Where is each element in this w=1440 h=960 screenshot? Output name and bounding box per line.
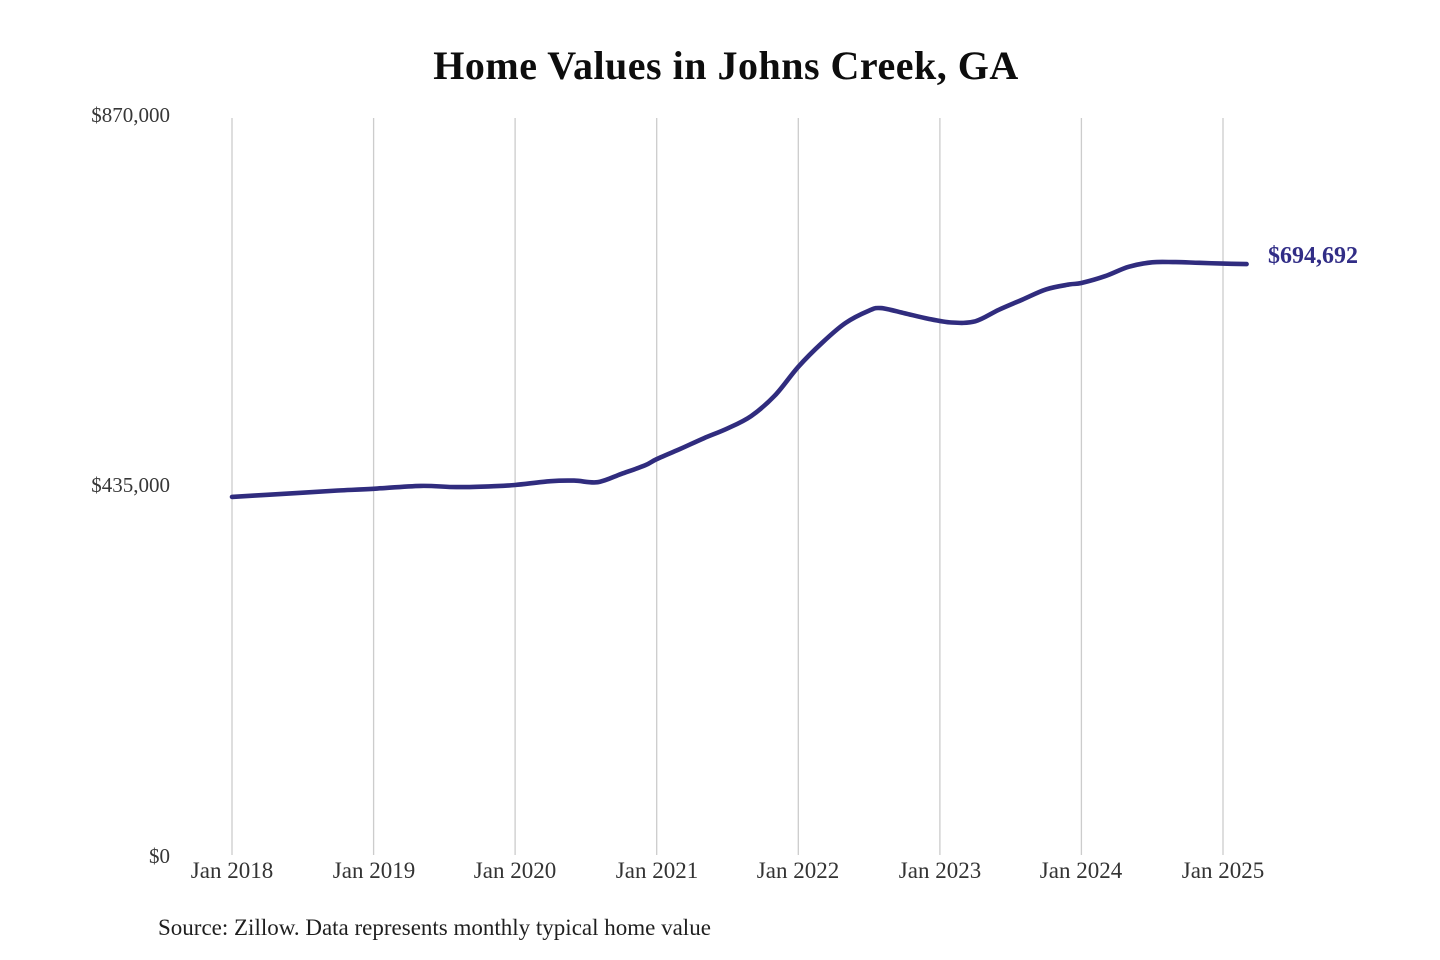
x-tick-label: Jan 2023 xyxy=(898,858,982,883)
x-tick-label: Jan 2022 xyxy=(756,858,840,883)
value-line xyxy=(229,259,1249,500)
y-tick-label: $435,000 xyxy=(91,473,170,497)
source-note: Source: Zillow. Data represents monthly … xyxy=(158,915,711,940)
series-end-value-label: $694,692 xyxy=(1268,243,1358,269)
x-tick-label: Jan 2018 xyxy=(190,858,274,883)
y-tick-label: $0 xyxy=(149,844,170,868)
x-tick-label: Jan 2020 xyxy=(473,858,557,883)
x-tick-label: Jan 2025 xyxy=(1181,858,1265,883)
x-tick-label: Jan 2024 xyxy=(1039,858,1123,883)
chart-title: Home Values in Johns Creek, GA xyxy=(433,43,1019,88)
y-tick-label: $870,000 xyxy=(91,103,170,127)
x-tick-label: Jan 2021 xyxy=(615,858,699,883)
x-tick-label: Jan 2019 xyxy=(332,858,416,883)
